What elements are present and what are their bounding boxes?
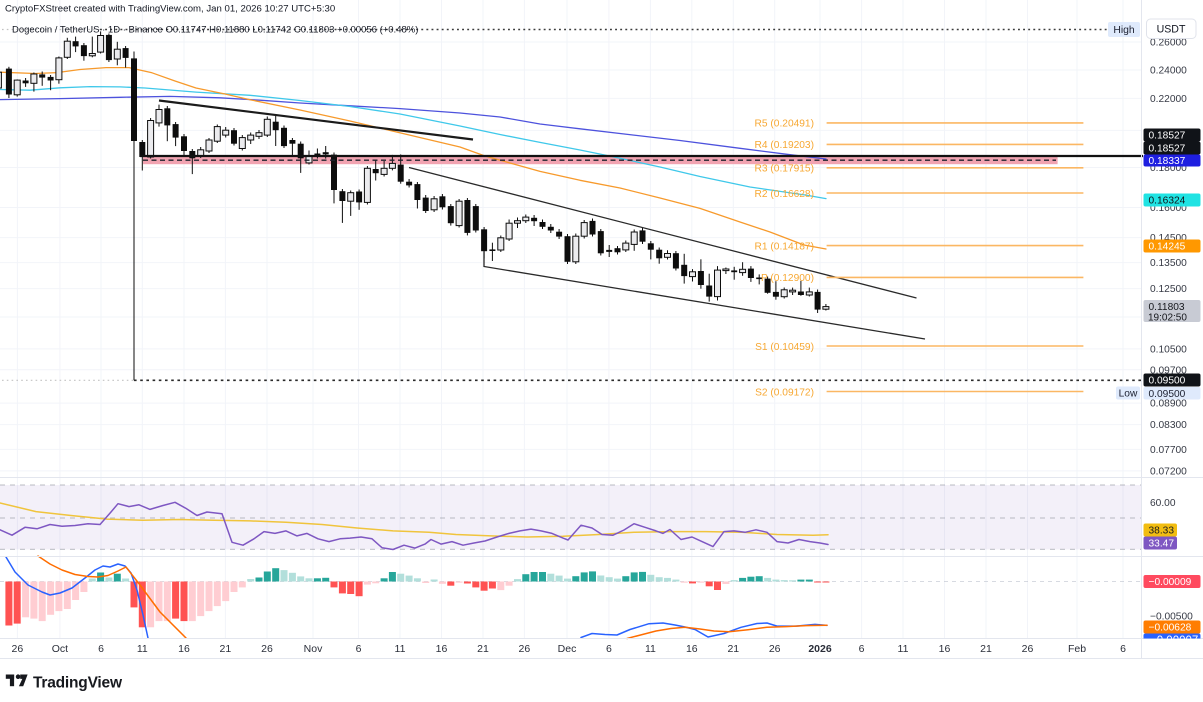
svg-text:0.22000: 0.22000 [1150, 94, 1187, 105]
svg-text:S1 (0.10459): S1 (0.10459) [755, 342, 814, 353]
svg-text:19:02:50: 19:02:50 [1148, 312, 1187, 323]
svg-text:26: 26 [769, 643, 781, 655]
svg-text:High: High [1113, 25, 1135, 36]
svg-text:16: 16 [686, 643, 698, 655]
svg-text:−0.00628: −0.00628 [1149, 623, 1192, 634]
svg-text:S2 (0.09172): S2 (0.09172) [755, 387, 814, 398]
svg-text:Dogecoin / TetherUS · 1D · Bin: Dogecoin / TetherUS · 1D · Binance O0.11… [12, 25, 418, 36]
svg-text:0.11803: 0.11803 [1149, 302, 1185, 313]
svg-text:0.08300: 0.08300 [1150, 420, 1187, 431]
svg-text:USDT: USDT [1157, 24, 1186, 36]
svg-text:0.08900: 0.08900 [1150, 399, 1187, 410]
svg-text:CryptoFXStreet created with Tr: CryptoFXStreet created with TradingView.… [5, 3, 335, 14]
svg-text:0.10500: 0.10500 [1150, 345, 1187, 356]
svg-text:6: 6 [356, 643, 362, 655]
svg-text:21: 21 [727, 643, 739, 655]
svg-text:16: 16 [939, 643, 951, 655]
svg-text:21: 21 [980, 643, 992, 655]
svg-text:0.16000: 0.16000 [1150, 203, 1187, 214]
svg-text:0.07200: 0.07200 [1150, 467, 1187, 478]
svg-text:R3 (0.17915): R3 (0.17915) [755, 164, 814, 175]
svg-text:R2 (0.16628): R2 (0.16628) [755, 189, 814, 200]
svg-text:6: 6 [98, 643, 104, 655]
svg-text:0.14245: 0.14245 [1149, 242, 1186, 253]
svg-text:11: 11 [645, 643, 656, 655]
svg-text:0.18527: 0.18527 [1149, 131, 1186, 142]
svg-text:−0.00500: −0.00500 [1150, 612, 1193, 623]
svg-text:TradingView: TradingView [33, 675, 123, 692]
svg-text:R4 (0.19203): R4 (0.19203) [755, 140, 814, 151]
svg-text:R1 (0.14187): R1 (0.14187) [755, 241, 814, 252]
svg-text:Oct: Oct [52, 643, 68, 655]
svg-text:Dec: Dec [558, 643, 577, 655]
svg-text:0.26000: 0.26000 [1150, 38, 1187, 49]
svg-text:Low: Low [1119, 389, 1138, 400]
svg-text:26: 26 [12, 643, 24, 655]
svg-text:P (0.12900): P (0.12900) [761, 273, 814, 284]
svg-text:0.16324: 0.16324 [1149, 196, 1186, 207]
svg-text:21: 21 [220, 643, 232, 655]
svg-text:60.00: 60.00 [1150, 498, 1176, 509]
svg-text:16: 16 [436, 643, 448, 655]
svg-text:11: 11 [137, 643, 148, 655]
svg-text:0.12500: 0.12500 [1150, 284, 1187, 295]
svg-text:0.14500: 0.14500 [1150, 233, 1187, 244]
svg-text:R5 (0.20491): R5 (0.20491) [755, 119, 814, 130]
svg-text:6: 6 [606, 643, 612, 655]
svg-text:16: 16 [178, 643, 190, 655]
svg-text:26: 26 [1022, 643, 1034, 655]
svg-text:0.18337: 0.18337 [1149, 156, 1186, 167]
svg-text:−0.00009: −0.00009 [1149, 577, 1192, 588]
svg-text:0.09500: 0.09500 [1149, 389, 1186, 400]
svg-text:11: 11 [898, 643, 909, 655]
svg-text:21: 21 [477, 643, 489, 655]
svg-text:0.09500: 0.09500 [1149, 376, 1186, 387]
svg-text:6: 6 [1120, 643, 1126, 655]
svg-text:Feb: Feb [1068, 643, 1086, 655]
svg-text:0.24000: 0.24000 [1150, 66, 1187, 77]
svg-text:6: 6 [859, 643, 865, 655]
svg-text:0.18000: 0.18000 [1150, 163, 1187, 174]
svg-text:38.33: 38.33 [1149, 526, 1175, 537]
svg-text:Nov: Nov [304, 643, 323, 655]
svg-text:0.07700: 0.07700 [1150, 445, 1187, 456]
svg-text:−0.00007: −0.00007 [1150, 635, 1198, 647]
svg-text:11: 11 [395, 643, 406, 655]
svg-text:0.18527: 0.18527 [1149, 144, 1186, 155]
svg-text:0.09700: 0.09700 [1150, 365, 1187, 376]
svg-text:26: 26 [519, 643, 531, 655]
svg-text:33.47: 33.47 [1149, 539, 1175, 550]
svg-text:2026: 2026 [808, 643, 832, 655]
svg-text:26: 26 [261, 643, 273, 655]
svg-text:0.13500: 0.13500 [1150, 258, 1187, 269]
